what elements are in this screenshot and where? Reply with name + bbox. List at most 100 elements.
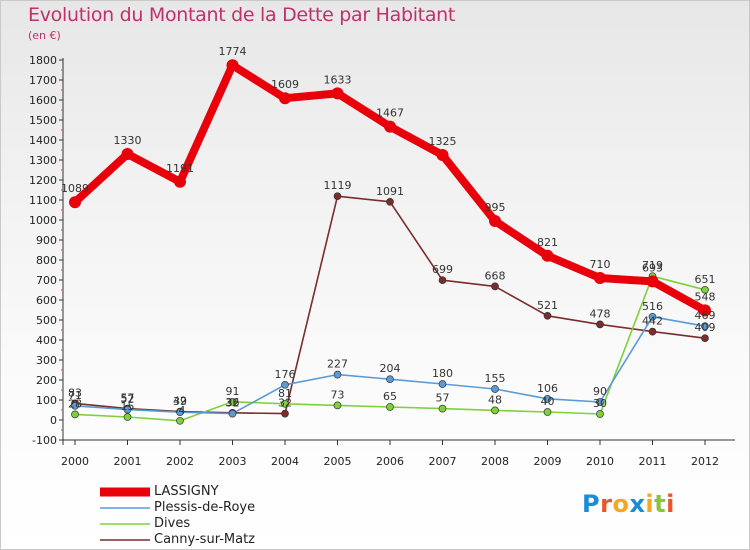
data-label-dives: 73: [331, 388, 345, 401]
data-point-lassigny: [489, 215, 501, 227]
x-tick-label: 2009: [534, 455, 562, 468]
data-label-lassigny: 693: [642, 261, 663, 274]
data-label-plessis-de-roye: 71: [68, 389, 82, 402]
y-tick-label: 1300: [29, 154, 57, 167]
data-point-lassigny: [331, 87, 344, 100]
data-label-lassigny: 1774: [219, 45, 247, 58]
data-point-plessis-de-roye: [438, 380, 447, 388]
logo-letter: P: [582, 490, 601, 518]
y-tick-label: 1200: [29, 174, 57, 187]
data-label-canny-sur-matz: 478: [590, 307, 611, 320]
data-label-canny-sur-matz: 699: [432, 263, 453, 276]
data-point-dives: [281, 399, 289, 408]
y-tick-label: 900: [36, 234, 57, 247]
logo-letter: t: [654, 490, 667, 518]
data-point-dives: [543, 408, 552, 416]
data-point-plessis-de-roye: [648, 312, 657, 321]
data-labels: 1089 1330 1191 1774 1609 1633 1467 1325 995 821 71…: [61, 45, 716, 417]
x-tick-label: 2000: [61, 455, 89, 468]
data-label-lassigny: 821: [537, 236, 558, 249]
data-label-lassigny: 710: [590, 258, 611, 271]
x-tick-label: 2007: [429, 455, 457, 468]
data-label-dives: 28: [68, 397, 82, 410]
legend-swatch-lassigny: [100, 487, 150, 497]
y-tick-label: 1400: [29, 134, 57, 147]
x-tick-label: 2005: [324, 455, 352, 468]
y-tick-label: 600: [36, 294, 57, 307]
x-tick-label: 2006: [376, 455, 404, 468]
data-point-lassigny: [69, 196, 81, 209]
data-point-plessis-de-roye: [386, 375, 394, 384]
legend-label-canny-sur-matz: Canny-sur-Matz: [154, 532, 255, 547]
y-tick-label: 100: [36, 394, 57, 407]
data-label-plessis-de-roye: 90: [593, 385, 607, 398]
data-label-lassigny: 548: [695, 290, 716, 303]
data-label-dives: 40: [541, 395, 555, 408]
logo-letter: r: [600, 490, 613, 518]
data-point-canny-sur-matz: [543, 311, 552, 320]
data-label-canny-sur-matz: 57: [121, 392, 135, 405]
data-label-lassigny: 1609: [271, 78, 299, 91]
data-point-canny-sur-matz: [333, 192, 342, 201]
data-point-lassigny: [594, 272, 606, 284]
data-label-dives: -4: [175, 404, 186, 417]
x-tick-label: 2004: [271, 455, 299, 468]
y-tick-label: 700: [36, 274, 57, 287]
data-point-plessis-de-roye: [543, 394, 552, 403]
data-point-lassigny: [121, 148, 134, 160]
y-tick-label: 1800: [29, 54, 57, 67]
data-label-canny-sur-matz: 1119: [324, 179, 352, 192]
y-tick-label: 1600: [29, 94, 57, 107]
data-label-plessis-de-roye: 180: [432, 367, 453, 380]
logo-letter: i: [666, 490, 675, 518]
logo-letter: i: [645, 490, 655, 518]
data-point-plessis-de-roye: [281, 380, 289, 389]
x-tick-label: 2003: [219, 455, 247, 468]
chart-title: Evolution du Montant de la Dette par Hab…: [28, 4, 456, 26]
data-point-dives: [491, 406, 499, 415]
data-point-lassigny: [384, 120, 396, 133]
data-label-plessis-de-roye: 469: [695, 309, 716, 322]
data-label-dives: 30: [593, 397, 607, 410]
data-label-dives: 57: [436, 392, 450, 405]
data-label-dives: 48: [488, 393, 502, 406]
data-label-plessis-de-roye: 227: [327, 358, 348, 371]
proxiti-logo: Proxiti: [582, 490, 675, 518]
x-tick-label: 2010: [586, 455, 614, 468]
data-label-lassigny: 1330: [114, 134, 142, 147]
legend-swatch-plessis-de-roye: [100, 507, 150, 509]
y-tick-label: 1500: [29, 114, 57, 127]
data-label-dives: 719: [642, 259, 663, 272]
y-tick-label: 200: [36, 374, 57, 387]
data-label-lassigny: 1191: [166, 162, 194, 175]
data-point-dives: [228, 397, 237, 406]
data-point-plessis-de-roye: [123, 405, 132, 414]
data-label-lassigny: 995: [485, 201, 506, 214]
data-label-plessis-de-roye: 52: [121, 393, 135, 406]
x-tick-label: 2002: [166, 455, 194, 468]
y-tick-label: 400: [36, 334, 57, 347]
x-tick-label: 2011: [639, 455, 667, 468]
data-label-dives: 81: [278, 387, 292, 400]
data-label-canny-sur-matz: 42: [173, 395, 187, 408]
data-label-plessis-de-roye: 106: [537, 382, 558, 395]
data-point-dives: [123, 413, 132, 421]
data-label-canny-sur-matz: 521: [537, 299, 558, 312]
y-tick-label: 1100: [29, 194, 57, 207]
data-label-canny-sur-matz: 32: [278, 397, 292, 410]
data-point-plessis-de-roye: [176, 408, 184, 417]
data-label-canny-sur-matz: 409: [695, 321, 716, 334]
data-point-plessis-de-roye: [701, 322, 709, 331]
data-label-lassigny: 1633: [324, 73, 352, 86]
data-label-dives: 91: [226, 385, 240, 398]
y-tick-label: -100: [32, 434, 57, 447]
x-tick-label: 2001: [114, 455, 142, 468]
data-label-plessis-de-roye: 176: [275, 368, 296, 381]
data-point-lassigny: [541, 249, 554, 262]
data-label-lassigny: 1089: [61, 182, 89, 195]
data-label-plessis-de-roye: 155: [485, 372, 506, 385]
data-point-canny-sur-matz: [491, 282, 499, 291]
data-label-lassigny: 1467: [376, 107, 404, 120]
data-point-canny-sur-matz: [386, 197, 394, 206]
